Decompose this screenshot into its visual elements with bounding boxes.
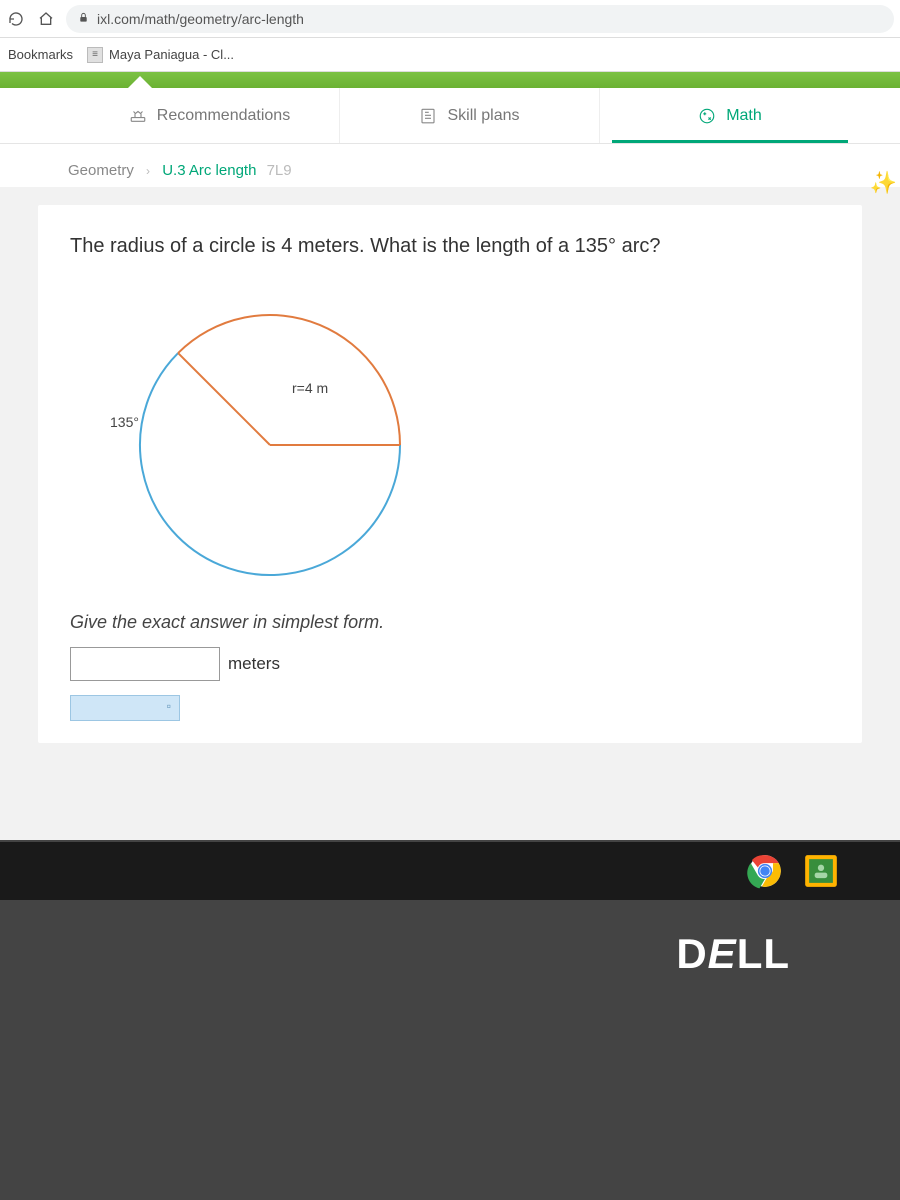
question-text: The radius of a circle is 4 meters. What…: [70, 235, 830, 258]
os-taskbar: [0, 842, 900, 900]
nav-math[interactable]: Math: [600, 88, 860, 143]
breadcrumb-code: 7L9: [267, 162, 292, 179]
svg-text:r=4 m: r=4 m: [292, 380, 328, 396]
browser-toolbar: ixl.com/math/geometry/arc-length: [0, 0, 900, 38]
home-button[interactable]: [36, 9, 56, 29]
nav-skill-plans[interactable]: Skill plans: [340, 88, 600, 143]
lock-icon: [78, 11, 89, 27]
answer-row: meters: [70, 647, 830, 681]
dell-logo: DELL: [676, 930, 790, 978]
url-text: ixl.com/math/geometry/arc-length: [97, 11, 304, 27]
nav-recommendations[interactable]: Recommendations: [80, 88, 340, 143]
nav-label: Skill plans: [447, 107, 519, 125]
nav-label: Math: [726, 107, 762, 125]
answer-input[interactable]: [70, 647, 220, 681]
site-top-bar: [0, 72, 900, 88]
chrome-icon[interactable]: [746, 852, 784, 890]
bookmarks-label: Bookmarks: [8, 47, 73, 62]
recommendations-icon: [129, 107, 147, 125]
circle-diagram: r=4 m 135°: [70, 280, 450, 600]
math-icon: [698, 107, 716, 125]
math-toolbar[interactable]: [70, 695, 180, 721]
sparkle-icon: ✨: [870, 170, 897, 196]
bookmark-title: Maya Paniagua - Cl...: [109, 47, 234, 62]
svg-text:135°: 135°: [110, 414, 139, 430]
problem-card: The radius of a circle is 4 meters. What…: [38, 205, 862, 743]
breadcrumb-lesson[interactable]: U.3 Arc length: [162, 162, 256, 179]
bookmarks-bar: Bookmarks ≡ Maya Paniagua - Cl...: [0, 38, 900, 72]
site-nav: Recommendations Skill plans Math: [0, 88, 900, 144]
classroom-icon[interactable]: [802, 852, 840, 890]
reload-button[interactable]: [6, 9, 26, 29]
bookmark-item[interactable]: ≡ Maya Paniagua - Cl...: [87, 47, 234, 63]
chevron-right-icon: ›: [146, 164, 150, 178]
address-bar[interactable]: ixl.com/math/geometry/arc-length: [66, 5, 894, 33]
nav-label: Recommendations: [157, 107, 290, 125]
breadcrumb-subject[interactable]: Geometry: [68, 162, 134, 179]
skill-plans-icon: [419, 107, 437, 125]
answer-unit: meters: [228, 654, 280, 674]
instruction-text: Give the exact answer in simplest form.: [70, 612, 830, 633]
breadcrumb: Geometry › U.3 Arc length 7L9: [0, 144, 900, 187]
bookmark-doc-icon: ≡: [87, 47, 103, 63]
